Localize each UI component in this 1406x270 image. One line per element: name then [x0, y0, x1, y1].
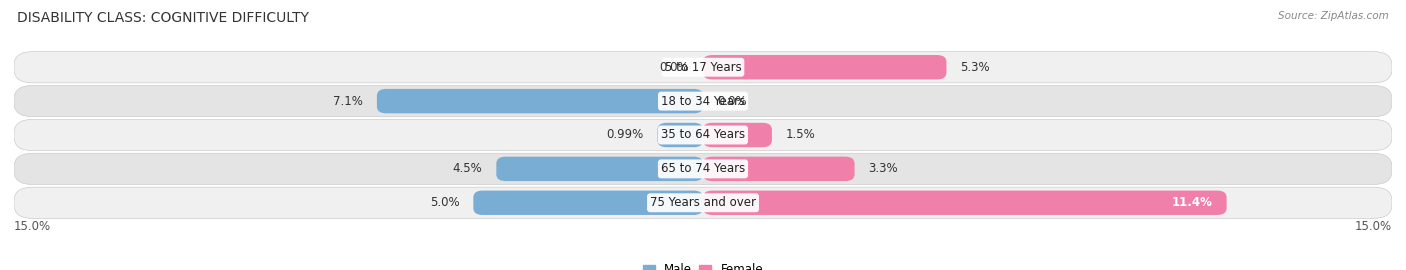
Text: 1.5%: 1.5% [786, 129, 815, 141]
Text: 5 to 17 Years: 5 to 17 Years [665, 61, 741, 74]
FancyBboxPatch shape [703, 55, 946, 79]
Text: 75 Years and over: 75 Years and over [650, 196, 756, 209]
Text: 15.0%: 15.0% [1355, 220, 1392, 233]
FancyBboxPatch shape [703, 191, 1226, 215]
Text: Source: ZipAtlas.com: Source: ZipAtlas.com [1278, 11, 1389, 21]
FancyBboxPatch shape [474, 191, 703, 215]
Text: 15.0%: 15.0% [14, 220, 51, 233]
FancyBboxPatch shape [14, 52, 1392, 83]
Text: 65 to 74 Years: 65 to 74 Years [661, 162, 745, 176]
FancyBboxPatch shape [377, 89, 703, 113]
Text: 0.99%: 0.99% [606, 129, 644, 141]
FancyBboxPatch shape [496, 157, 703, 181]
Text: 18 to 34 Years: 18 to 34 Years [661, 94, 745, 108]
Text: 3.3%: 3.3% [869, 162, 898, 176]
Text: 0.0%: 0.0% [717, 94, 747, 108]
Text: 5.3%: 5.3% [960, 61, 990, 74]
FancyBboxPatch shape [658, 123, 703, 147]
Text: 4.5%: 4.5% [453, 162, 482, 176]
FancyBboxPatch shape [703, 123, 772, 147]
FancyBboxPatch shape [14, 86, 1392, 117]
FancyBboxPatch shape [14, 153, 1392, 184]
Text: DISABILITY CLASS: COGNITIVE DIFFICULTY: DISABILITY CLASS: COGNITIVE DIFFICULTY [17, 11, 309, 25]
Text: 11.4%: 11.4% [1173, 196, 1213, 209]
Text: 7.1%: 7.1% [333, 94, 363, 108]
FancyBboxPatch shape [14, 119, 1392, 151]
Legend: Male, Female: Male, Female [638, 259, 768, 270]
FancyBboxPatch shape [703, 157, 855, 181]
Text: 5.0%: 5.0% [430, 196, 460, 209]
Text: 0.0%: 0.0% [659, 61, 689, 74]
Text: 35 to 64 Years: 35 to 64 Years [661, 129, 745, 141]
FancyBboxPatch shape [14, 187, 1392, 218]
